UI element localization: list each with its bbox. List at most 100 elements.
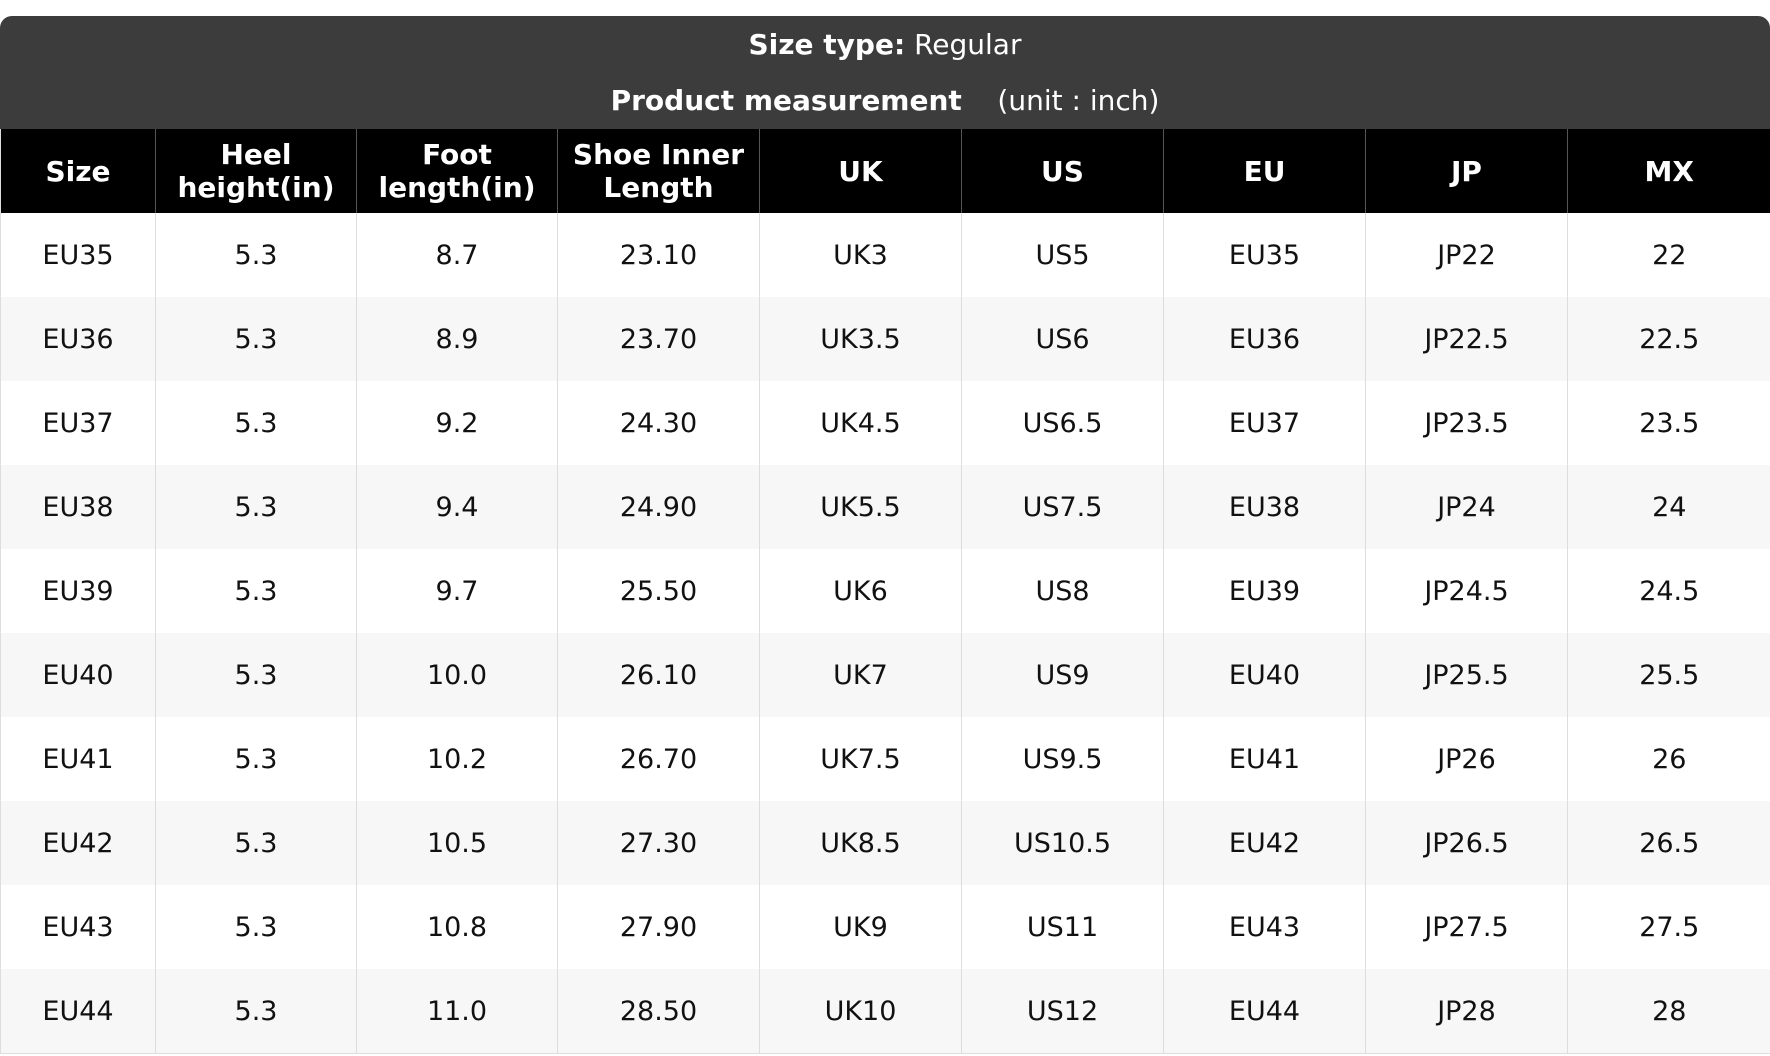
table-cell: 26.10	[557, 633, 760, 717]
table-cell: 9.2	[356, 381, 558, 465]
table-cell: 23.10	[557, 213, 760, 297]
table-cell: EU38	[0, 465, 156, 549]
table-cell: 24	[1567, 465, 1770, 549]
table-cell: 5.3	[155, 969, 357, 1054]
table-cell: 5.3	[155, 213, 357, 297]
table-cell: US12	[961, 969, 1164, 1054]
size-chart: Size type: Regular Product measurement (…	[0, 16, 1770, 1054]
column-header: Shoe Inner Length	[557, 129, 760, 213]
table-cell: EU39	[1163, 549, 1366, 633]
table-cell: 5.3	[155, 381, 357, 465]
table-cell: 26	[1567, 717, 1770, 801]
table-row: EU37 5.3 9.2 24.30 UK4.5 US6.5 EU37 JP23.5 23.5	[0, 381, 1770, 465]
table-cell: UK4.5	[759, 381, 962, 465]
table-cell: 10.5	[356, 801, 558, 885]
table-cell: EU37	[1163, 381, 1366, 465]
table-row: EU38 5.3 9.4 24.90 UK5.5 US7.5 EU38 JP24 24	[0, 465, 1770, 549]
table-row: EU43 5.3 10.8 27.90 UK9 US11 EU43 JP27.5 27.5	[0, 885, 1770, 969]
table-cell: 28.50	[557, 969, 760, 1054]
table-row: EU41 5.3 10.2 26.70 UK7.5 US9.5 EU41 JP26 26	[0, 717, 1770, 801]
table-cell: EU40	[1163, 633, 1366, 717]
table-cell: EU42	[1163, 801, 1366, 885]
table-cell: 24.90	[557, 465, 760, 549]
table-cell: 5.3	[155, 885, 357, 969]
table-cell: EU36	[1163, 297, 1366, 381]
table-row: EU44 5.3 11.0 28.50 UK10 US12 EU44 JP28 28	[0, 969, 1770, 1054]
column-header: EU	[1163, 129, 1366, 213]
table-cell: EU35	[0, 213, 156, 297]
table-cell: 24.30	[557, 381, 760, 465]
table-cell: UK3.5	[759, 297, 962, 381]
table-cell: EU37	[0, 381, 156, 465]
table-cell: US6	[961, 297, 1164, 381]
measurement-title: Product measurement	[610, 84, 962, 117]
column-header: MX	[1567, 129, 1770, 213]
header-row: Size Heel height(in) Foot length(in) Shoe I…	[0, 129, 1770, 213]
table-body: EU35 5.3 8.7 23.10 UK3 US5 EU35 JP22 22 EU36 5.3 8.…	[0, 213, 1770, 1054]
table-row: EU42 5.3 10.5 27.30 UK8.5 US10.5 EU42 JP26.5 26.…	[0, 801, 1770, 885]
table-cell: 9.7	[356, 549, 558, 633]
table-cell: JP25.5	[1365, 633, 1568, 717]
table-cell: US11	[961, 885, 1164, 969]
table-row: EU35 5.3 8.7 23.10 UK3 US5 EU35 JP22 22	[0, 213, 1770, 297]
table-cell: 23.70	[557, 297, 760, 381]
chart-header: Size type: Regular Product measurement (…	[0, 16, 1770, 129]
table-cell: EU44	[0, 969, 156, 1054]
column-header: Foot length(in)	[356, 129, 558, 213]
table-cell: 27.90	[557, 885, 760, 969]
measurement-line: Product measurement (unit : inch)	[0, 81, 1770, 121]
table-cell: UK7	[759, 633, 962, 717]
table-cell: 26.5	[1567, 801, 1770, 885]
table-cell: US8	[961, 549, 1164, 633]
column-header: JP	[1365, 129, 1568, 213]
table-cell: JP28	[1365, 969, 1568, 1054]
size-type-line: Size type: Regular	[0, 16, 1770, 81]
table-cell: 5.3	[155, 297, 357, 381]
table-cell: US10.5	[961, 801, 1164, 885]
table-cell: 10.8	[356, 885, 558, 969]
table-cell: EU43	[0, 885, 156, 969]
table-cell: EU42	[0, 801, 156, 885]
table-cell: 22.5	[1567, 297, 1770, 381]
table-cell: EU38	[1163, 465, 1366, 549]
size-type-label: Size type:	[748, 28, 906, 61]
table-cell: 25.50	[557, 549, 760, 633]
table-cell: 22	[1567, 213, 1770, 297]
table-cell: JP26	[1365, 717, 1568, 801]
table-cell: 5.3	[155, 465, 357, 549]
size-type-value: Regular	[914, 28, 1022, 61]
table-cell: US9	[961, 633, 1164, 717]
table-cell: 26.70	[557, 717, 760, 801]
table-cell: EU41	[0, 717, 156, 801]
table-cell: EU40	[0, 633, 156, 717]
table-cell: 10.0	[356, 633, 558, 717]
table-cell: 11.0	[356, 969, 558, 1054]
table-cell: 28	[1567, 969, 1770, 1054]
table-cell: 5.3	[155, 717, 357, 801]
table-cell: 10.2	[356, 717, 558, 801]
table-cell: JP26.5	[1365, 801, 1568, 885]
table-cell: EU35	[1163, 213, 1366, 297]
table-cell: JP23.5	[1365, 381, 1568, 465]
table-cell: UK3	[759, 213, 962, 297]
table-cell: EU41	[1163, 717, 1366, 801]
table-cell: 8.7	[356, 213, 558, 297]
table-cell: US9.5	[961, 717, 1164, 801]
table-cell: JP22	[1365, 213, 1568, 297]
column-header: US	[961, 129, 1164, 213]
table-cell: JP27.5	[1365, 885, 1568, 969]
table-cell: EU36	[0, 297, 156, 381]
table-cell: JP24	[1365, 465, 1568, 549]
unit-note: (unit : inch)	[997, 84, 1160, 117]
table-cell: 8.9	[356, 297, 558, 381]
table-cell: UK8.5	[759, 801, 962, 885]
table-cell: UK6	[759, 549, 962, 633]
table-cell: EU44	[1163, 969, 1366, 1054]
table-cell: UK7.5	[759, 717, 962, 801]
table-cell: 23.5	[1567, 381, 1770, 465]
table-cell: 9.4	[356, 465, 558, 549]
table-cell: EU43	[1163, 885, 1366, 969]
column-header: Size	[0, 129, 156, 213]
table-cell: 27.5	[1567, 885, 1770, 969]
